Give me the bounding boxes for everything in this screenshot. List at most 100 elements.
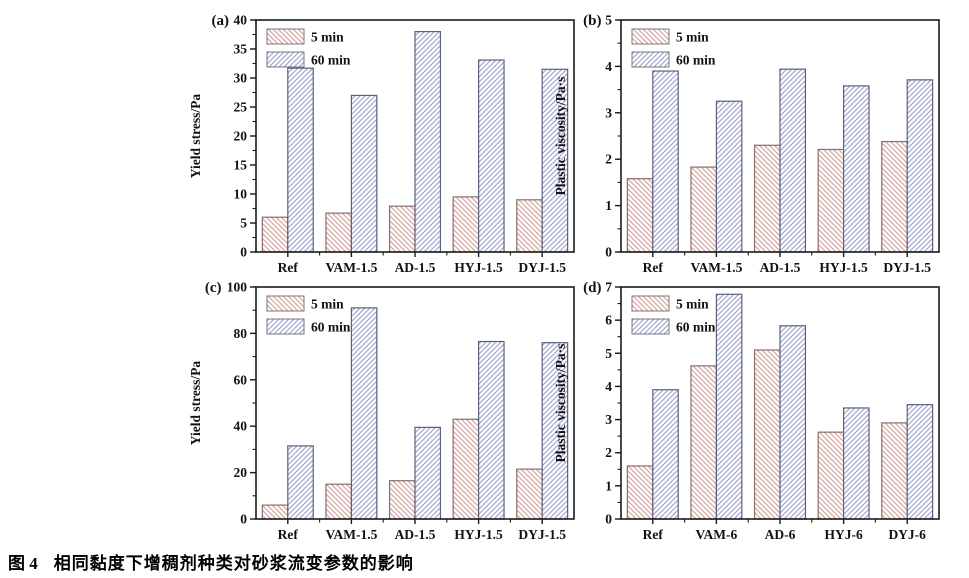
x-tick-label: Ref [278, 260, 299, 275]
bar-5min-HYJ-1.5 [452, 418, 480, 520]
figure-caption: 图 4 相同黏度下增稠剂种类对砂浆流变参数的影响 [8, 549, 414, 574]
panel-label: (d) [583, 280, 601, 296]
x-tick-label: AD-1.5 [395, 527, 436, 542]
x-tick-label: HYJ-1.5 [454, 260, 503, 275]
bar-60min-DYJ-1.5 [906, 79, 934, 253]
axes-d: 0 1 2 3 4 5 6 7 Ref VAM-6 AD-6 HYJ-6 DYJ-6 [605, 280, 926, 543]
bar-5min-Ref [626, 178, 654, 253]
bar-60min-VAM-1.5 [350, 307, 378, 520]
legend-swatch-60min [266, 318, 305, 335]
y-tick-label: 1 [605, 478, 612, 493]
bar-5min-AD-1.5 [388, 480, 416, 520]
chart-panel-a: 0 5 10 15 20 25 30 35 40 Ref VAM-1.5 AD-1.5 HYJ-1.5 D… [180, 6, 580, 284]
x-tick-label: DYJ-1.5 [518, 260, 566, 275]
bar-5min-HYJ-1.5 [817, 148, 845, 253]
x-tick-label: Ref [278, 527, 299, 542]
axes-b: 0 1 2 3 4 5 Ref VAM-1.5 AD-1.5 HYJ-1.5 DYJ-1.5 [605, 13, 931, 276]
bar-60min-HYJ-1.5 [843, 85, 870, 253]
x-tick-label: DYJ-1.5 [883, 260, 931, 275]
bar-60min-Ref [287, 445, 314, 520]
y-tick-label: 5 [240, 216, 247, 231]
bar-60min-HYJ-1.5 [478, 59, 505, 253]
bar-5min-DYJ-6 [881, 422, 908, 520]
y-tick-label: 6 [605, 313, 612, 328]
y-tick-label: 5 [605, 13, 612, 28]
x-tick-label: AD-1.5 [395, 260, 436, 275]
bar-60min-VAM-6 [715, 293, 743, 520]
plot-border [255, 286, 575, 520]
y-tick-label: 30 [234, 71, 248, 86]
bar-60min-VAM-1.5 [350, 94, 378, 253]
legend-a: 5 min 60 min [266, 28, 351, 68]
bar-5min-DYJ-1.5 [516, 199, 543, 253]
bar-60min-Ref [287, 67, 314, 253]
y-tick-label: 0 [605, 245, 612, 260]
y-tick-label: 35 [234, 42, 248, 57]
y-tick-label: 0 [240, 512, 247, 527]
x-tick-label: AD-6 [765, 527, 796, 542]
y-tick-label: 5 [605, 346, 612, 361]
y-tick-label: 20 [234, 129, 248, 144]
legend-swatch-5min [631, 295, 670, 312]
legend-swatch-60min [266, 51, 305, 68]
bar-60min-AD-1.5 [779, 68, 807, 253]
y-tick-label: 7 [605, 280, 612, 295]
legend-c: 5 min 60 min [266, 295, 351, 335]
y-axis-title: Plastic viscosity/Pa·s [553, 77, 568, 196]
legend-swatch-60min [631, 51, 670, 68]
panel-label: (a) [212, 13, 230, 29]
bar-5min-DYJ-1.5 [881, 140, 908, 253]
panel-label: (b) [583, 13, 601, 29]
legend-label: 60 min [311, 53, 351, 68]
y-tick-label: 20 [234, 465, 248, 480]
bar-5min-Ref [626, 465, 654, 520]
bar-5min-Ref [261, 216, 289, 253]
y-tick-label: 1 [605, 198, 612, 213]
legend-label: 5 min [676, 30, 709, 45]
x-tick-label: Ref [643, 527, 664, 542]
bar-60min-AD-6 [779, 325, 807, 520]
legend-label: 5 min [676, 297, 709, 312]
bar-5min-AD-1.5 [753, 144, 781, 253]
x-tick-label: DYJ-1.5 [518, 527, 566, 542]
y-tick-label: 0 [605, 512, 612, 527]
y-tick-label: 10 [234, 187, 248, 202]
bars-b [626, 68, 934, 253]
y-tick-label: 80 [234, 326, 248, 341]
bar-60min-VAM-1.5 [715, 100, 743, 253]
bar-5min-AD-1.5 [388, 205, 416, 253]
legend-swatch-60min [631, 318, 670, 335]
chart-svg-c: 0 20 40 60 80 100 Ref VAM-1.5 AD-1.5 HYJ-1.5 DYJ-1… [188, 280, 575, 542]
legend-d: 5 min 60 min [631, 295, 716, 335]
plot-border [620, 286, 940, 520]
legend-swatch-5min [631, 28, 670, 45]
y-tick-label: 15 [234, 158, 248, 173]
chart-svg-d: 0 1 2 3 4 5 6 7 Ref VAM-6 AD-6 HYJ-6 DYJ-6 5 min 60 mi… [553, 280, 940, 543]
x-tick-label: VAM-1.5 [690, 260, 742, 275]
bars-a [261, 31, 569, 253]
x-tick-label: VAM-1.5 [325, 260, 377, 275]
y-axis-title: Plastic viscosity/Pa·s [553, 344, 568, 463]
bar-60min-HYJ-1.5 [478, 340, 505, 520]
legend-label: 5 min [311, 297, 344, 312]
y-axis-title: Yield stress/Pa [188, 361, 203, 446]
y-axis-title: Yield stress/Pa [188, 94, 203, 179]
legend-label: 60 min [676, 320, 716, 335]
y-tick-label: 3 [605, 105, 612, 120]
y-tick-label: 0 [240, 245, 247, 260]
x-tick-label: AD-1.5 [760, 260, 801, 275]
x-tick-label: HYJ-1.5 [819, 260, 868, 275]
chart-panel-b: 0 1 2 3 4 5 Ref VAM-1.5 AD-1.5 HYJ-1.5 DYJ-1.5 5 mi… [545, 6, 945, 284]
chart-svg-a: 0 5 10 15 20 25 30 35 40 Ref VAM-1.5 AD-1.5 HYJ-1.5 D… [188, 13, 575, 275]
legend-label: 60 min [311, 320, 351, 335]
bar-5min-HYJ-1.5 [452, 196, 480, 253]
plot-border [620, 19, 940, 253]
bar-5min-VAM-1.5 [325, 212, 353, 253]
bar-5min-DYJ-1.5 [516, 468, 543, 520]
plot-border [255, 19, 575, 253]
legend-label: 5 min [311, 30, 344, 45]
bar-5min-AD-6 [753, 349, 781, 520]
figure-caption-label: 图 4 [8, 554, 38, 573]
bar-5min-Ref [261, 504, 289, 520]
